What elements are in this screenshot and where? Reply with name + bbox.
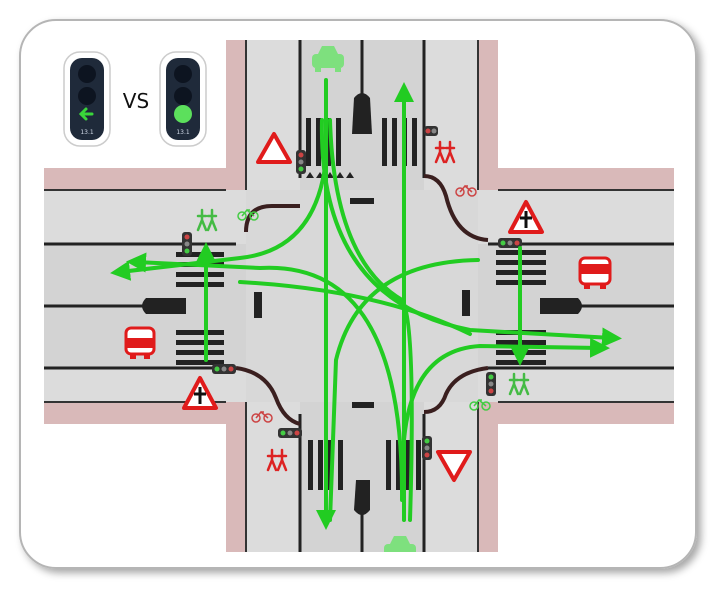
path-east-left-south [328,258,480,522]
yield-sign-south [436,450,472,482]
right-signal-countdown: 13.1 [176,129,190,136]
path-south-left-west [126,252,405,502]
car-icon-east [578,256,612,289]
signal-comparison: 13.1 VS 13.1 [63,51,207,147]
left-signal-countdown: 13.1 [80,129,94,136]
corner-curbs [235,174,489,426]
medians [142,93,582,515]
traffic-light-small-icons [182,126,522,460]
vs-label: VS [123,89,149,113]
green-lamp-icon [174,105,192,123]
full-green-signal: 13.1 [159,51,207,147]
car-icon-south [384,536,416,552]
car-icon-north [312,46,344,72]
left-arrow-icon [78,107,94,121]
priority-junction-sign-east [508,200,544,234]
pedestrian-icons [196,140,530,472]
path-north-left-down [328,118,414,522]
turn-paths [110,78,622,530]
path-west-straight-east [238,280,472,336]
path-north-right-west [110,158,328,281]
yield-sign-north [256,132,292,164]
left-arrow-signal: 13.1 [63,51,111,147]
bicycle-icons [237,184,491,423]
car-icon-west [124,326,156,359]
priority-junction-sign-west [182,376,218,410]
path-south-right-east [402,337,610,442]
